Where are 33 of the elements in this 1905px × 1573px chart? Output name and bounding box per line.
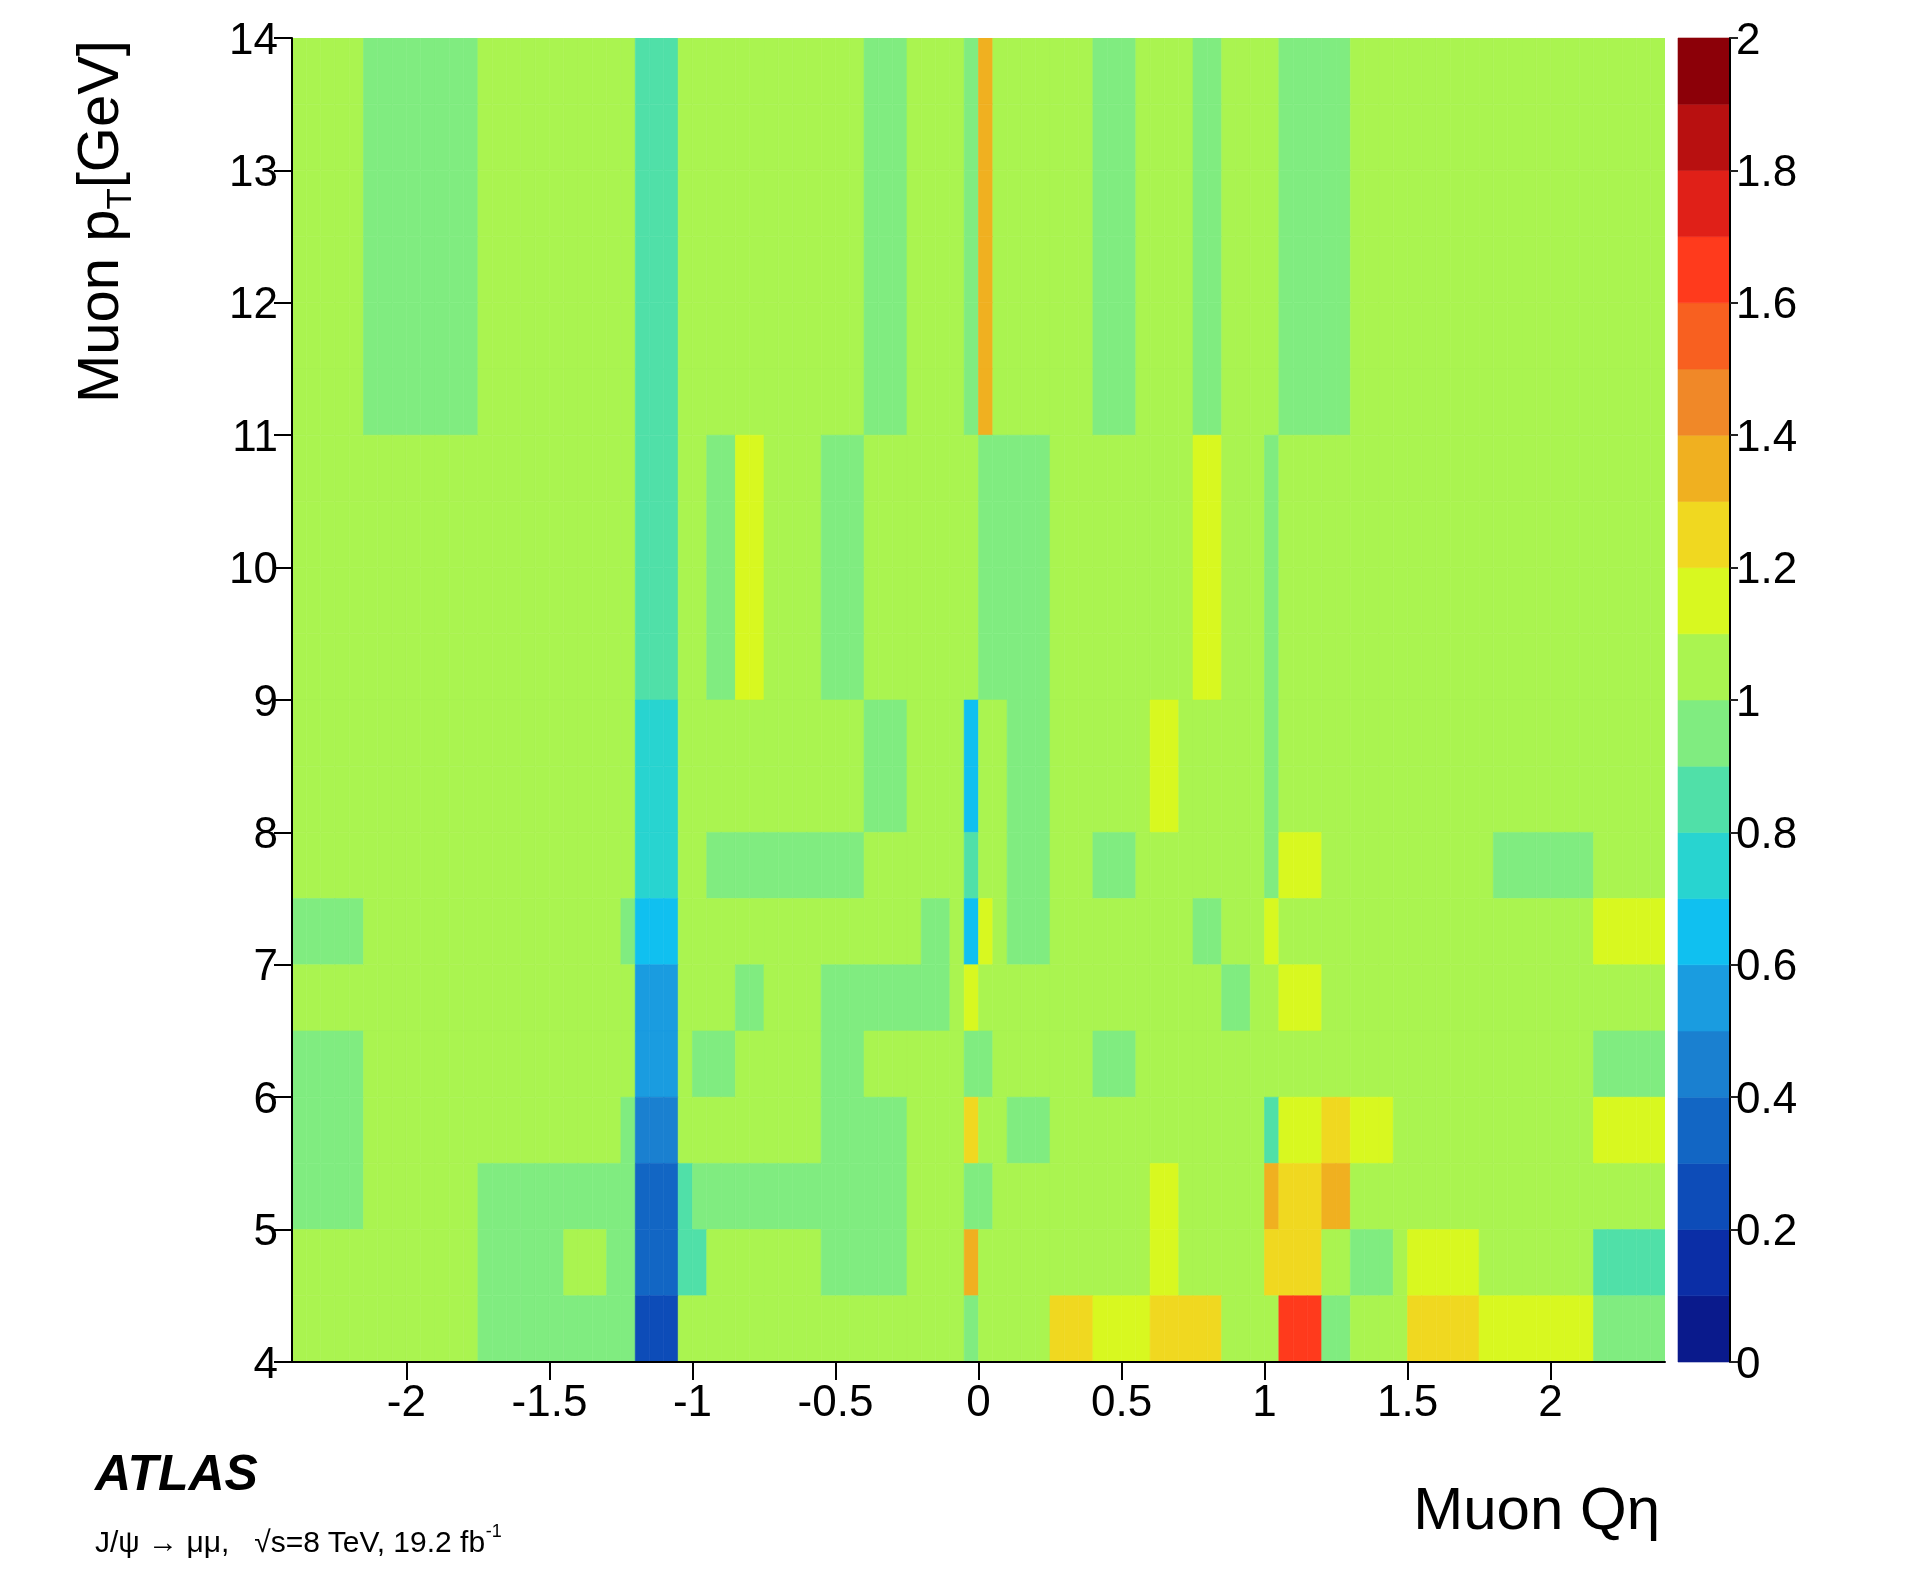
color-bar-label: 0.4 [1736, 1072, 1798, 1122]
x-tick-label: 1.5 [1376, 1375, 1439, 1425]
y-tick-label: 13 [229, 145, 278, 195]
y-tick-label: 8 [253, 807, 278, 857]
color-bar-label: 1.4 [1736, 410, 1798, 460]
color-bar-label: 2 [1736, 13, 1761, 63]
color-bar-label: 1.8 [1736, 145, 1798, 195]
y-tick-label: 10 [229, 543, 278, 593]
x-tick-label: -1.5 [511, 1375, 588, 1425]
x-tick-label: 1 [1252, 1375, 1277, 1425]
color-bar-label: 0.6 [1736, 940, 1798, 990]
color-bar-label: 0.2 [1736, 1205, 1798, 1255]
color-bar-label: 1.2 [1736, 543, 1798, 593]
y-tick-label: 9 [253, 675, 278, 725]
x-axis-title: Muon Qη [1413, 1474, 1660, 1542]
y-tick-label: 12 [229, 278, 278, 328]
color-bar-label: 1.6 [1736, 278, 1798, 328]
x-tick-label: -1 [672, 1375, 713, 1425]
x-tick-label: 0.5 [1090, 1375, 1153, 1425]
color-bar-label: 0 [1736, 1337, 1761, 1387]
y-tick-label: 14 [229, 13, 278, 63]
color-bar-label: 0.8 [1736, 807, 1798, 857]
y-tick-label: 6 [253, 1072, 278, 1122]
x-tick-label: -0.5 [797, 1375, 874, 1425]
text: ATLAS [93, 1445, 258, 1501]
y-tick-label: 7 [253, 940, 278, 990]
y-tick-label: 4 [253, 1337, 278, 1387]
y-tick-label: 5 [253, 1205, 278, 1255]
color-bar-label: 1 [1736, 675, 1761, 725]
x-tick-label: -2 [386, 1375, 426, 1425]
y-tick-label: 11 [232, 410, 278, 460]
x-tick-label: 2 [1538, 1375, 1563, 1425]
x-tick-label: 0 [966, 1375, 991, 1425]
